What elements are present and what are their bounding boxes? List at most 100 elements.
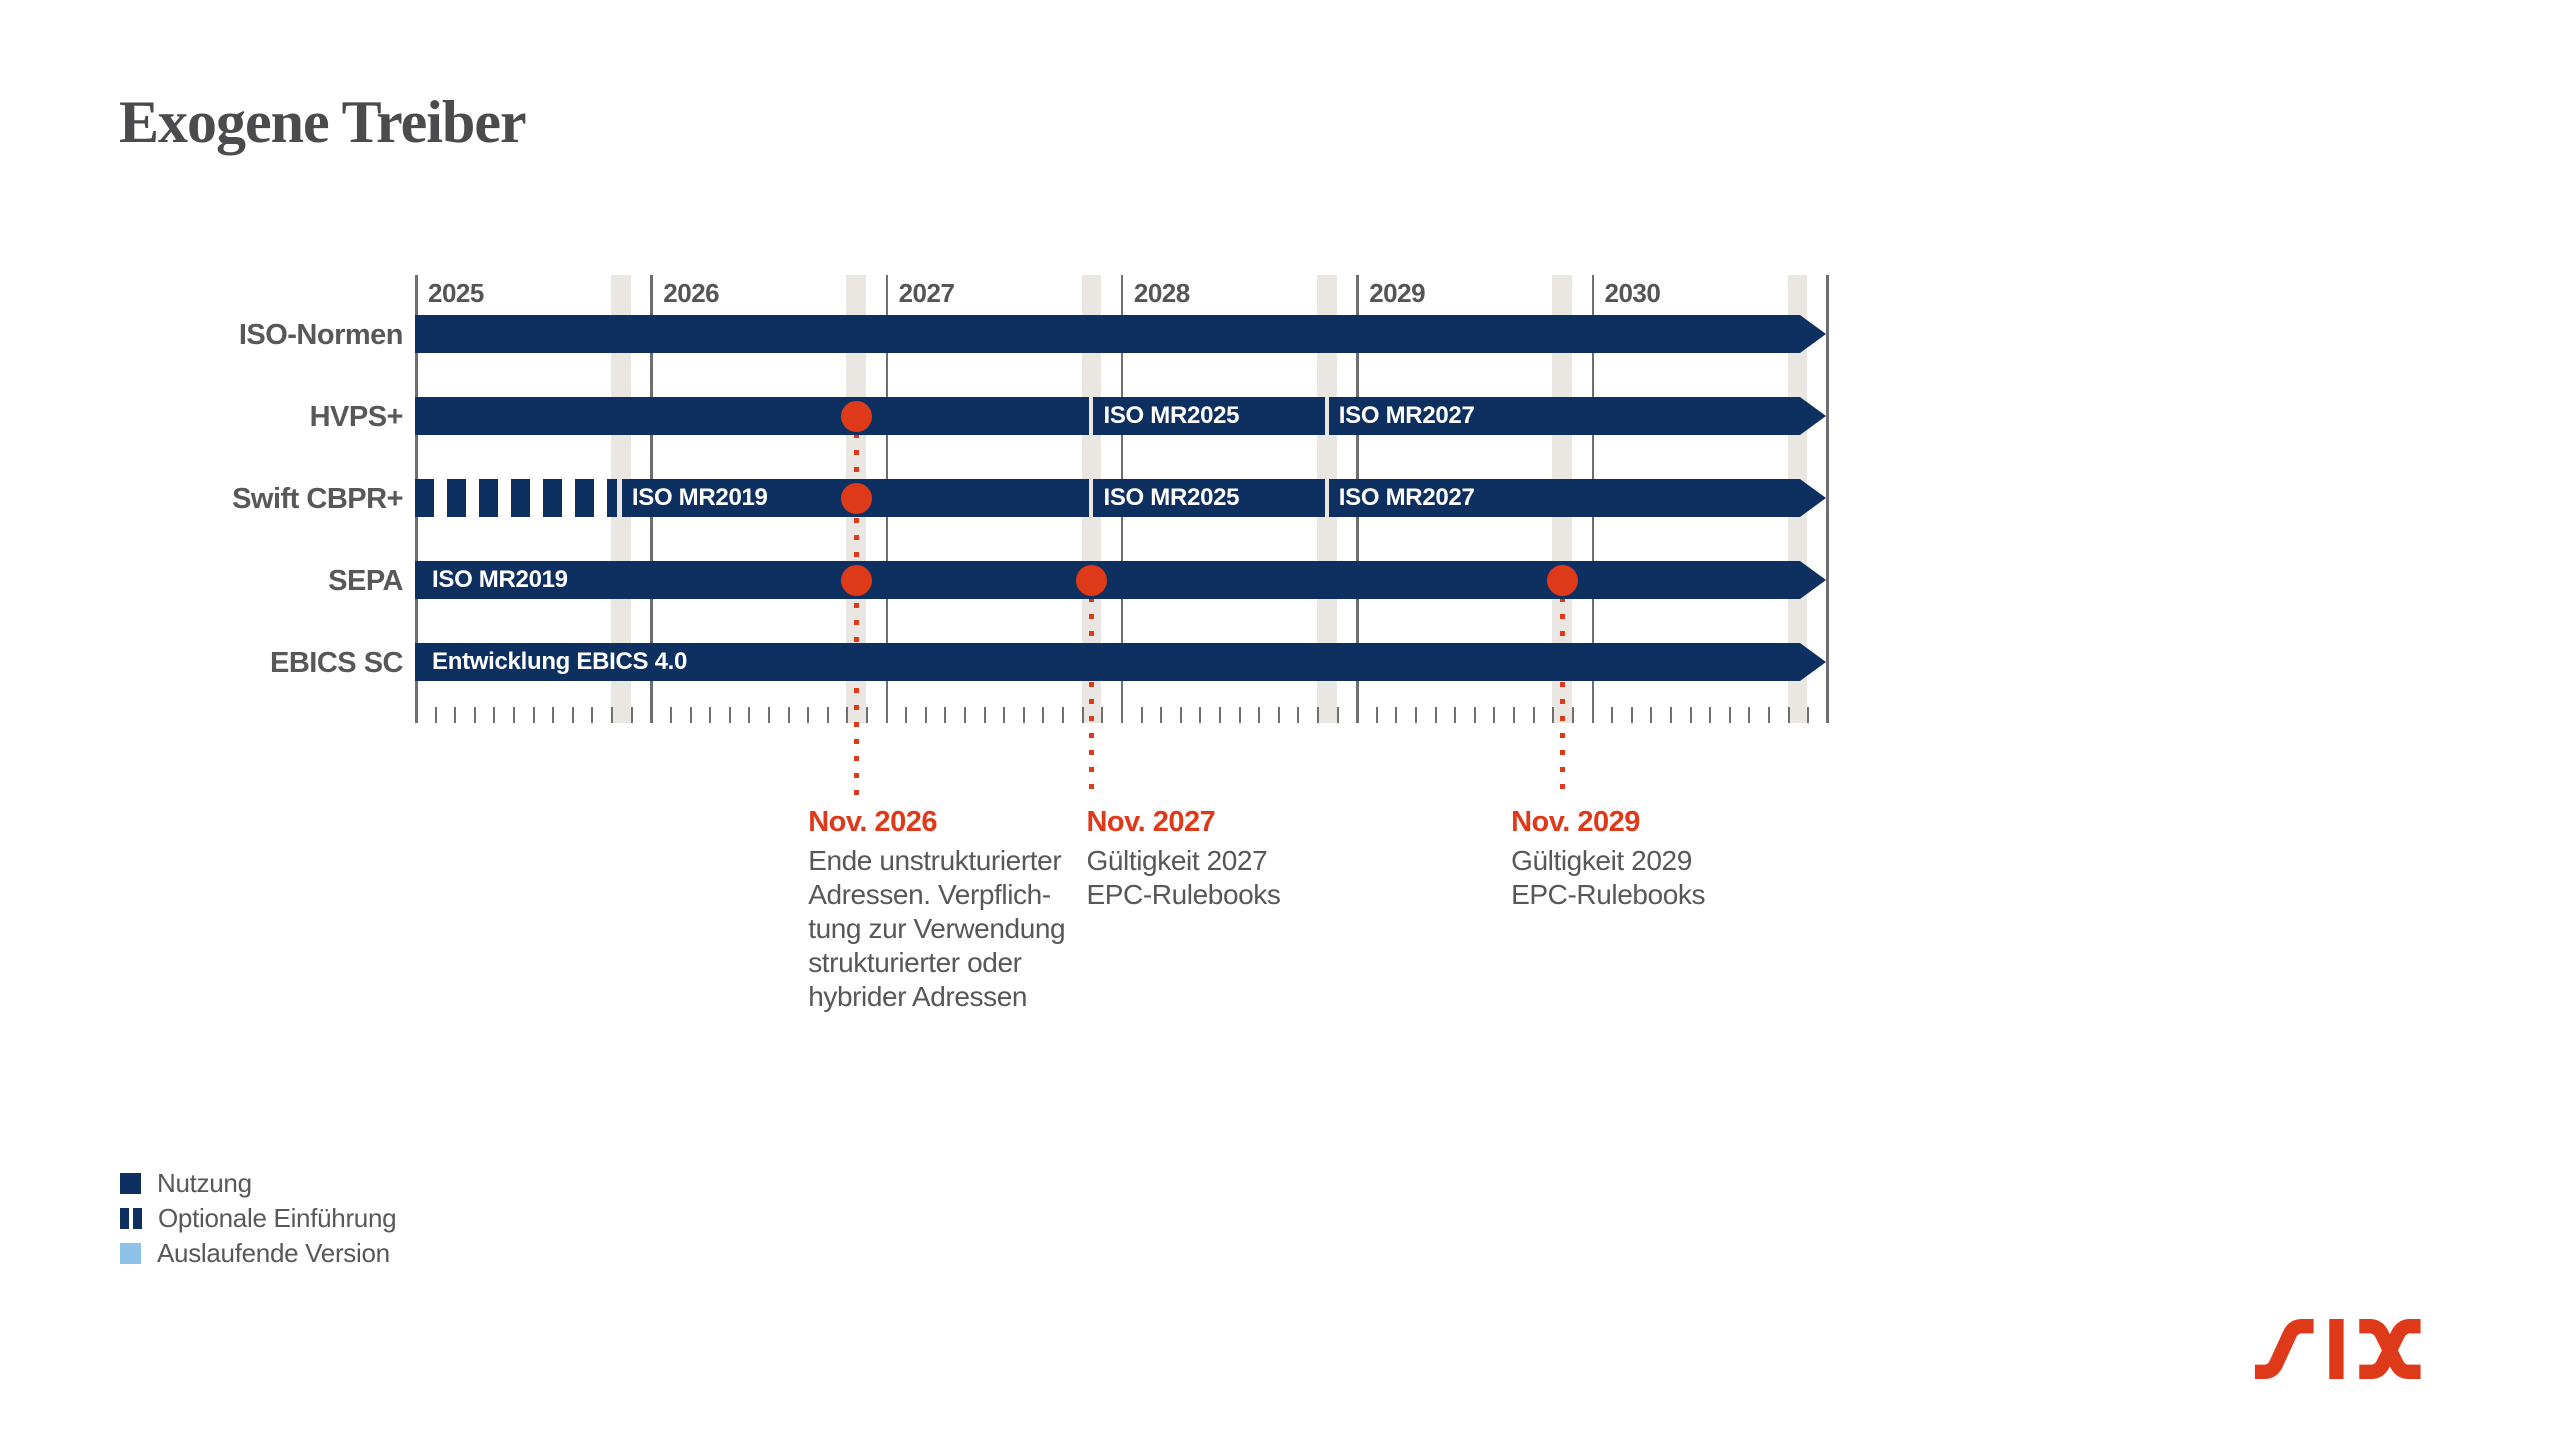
month-tick xyxy=(1767,707,1770,723)
month-tick xyxy=(1140,707,1143,723)
year-label: 2027 xyxy=(898,278,955,308)
month-tick xyxy=(513,707,516,723)
november-band xyxy=(1316,275,1337,723)
legend-item: Optionale Einführung xyxy=(120,1203,397,1233)
year-label: 2025 xyxy=(428,278,484,308)
milestone-description: Gültigkeit 2027 EPC-Rulebooks xyxy=(1086,845,1281,910)
month-tick xyxy=(709,707,712,723)
legend-swatch-split xyxy=(120,1207,142,1229)
milestone-dot xyxy=(840,400,872,432)
month-tick xyxy=(1395,707,1398,723)
legend-label: Auslaufende Version xyxy=(157,1237,390,1268)
month-tick xyxy=(493,707,496,723)
month-tick xyxy=(669,707,672,723)
month-tick xyxy=(944,707,947,723)
timeline-end-line xyxy=(1826,275,1829,723)
month-tick xyxy=(630,707,633,723)
month-tick xyxy=(689,707,692,723)
timeline-bar-segment: ISO MR2019 xyxy=(415,561,1826,599)
month-tick xyxy=(1042,707,1045,723)
row-label: Swift CBPR+ xyxy=(232,483,403,515)
month-tick xyxy=(1571,707,1574,723)
month-tick xyxy=(434,707,437,723)
month-tick xyxy=(1199,707,1202,723)
month-tick xyxy=(964,707,967,723)
month-tick xyxy=(1630,707,1633,723)
month-tick xyxy=(924,707,927,723)
milestone-dot xyxy=(840,564,872,596)
bar-segment-label: ISO MR2025 xyxy=(1103,402,1240,429)
month-tick xyxy=(1375,707,1378,723)
month-tick xyxy=(454,707,457,723)
month-tick xyxy=(1611,707,1614,723)
milestone-dotted-line xyxy=(1559,580,1565,798)
legend-swatch-solid xyxy=(120,1172,141,1194)
month-tick xyxy=(1101,707,1104,723)
year-label: 2029 xyxy=(1369,278,1426,308)
bar-segment-label: ISO MR2019 xyxy=(631,484,768,511)
month-tick xyxy=(1434,707,1437,723)
month-tick xyxy=(1473,707,1476,723)
six-logo-x-stroke2 xyxy=(2359,1319,2421,1379)
month-tick xyxy=(1669,707,1672,723)
bar-segment-label: ISO MR2027 xyxy=(1338,484,1475,511)
six-logo-slash xyxy=(2254,1319,2314,1379)
month-tick xyxy=(532,707,535,723)
legend-swatch-outgoing xyxy=(120,1242,141,1264)
year-label: 2030 xyxy=(1604,278,1661,308)
milestone-date: Nov. 2029 xyxy=(1511,806,1640,838)
month-tick xyxy=(1728,707,1731,723)
november-band xyxy=(1081,275,1102,723)
timeline-bar-segment xyxy=(415,397,1090,435)
month-tick xyxy=(1218,707,1221,723)
milestone-dotted-line xyxy=(853,416,859,798)
month-tick xyxy=(787,707,790,723)
milestone-annotation: Nov. 2029 Gültigkeit 2029 EPC-Rulebooks xyxy=(1511,806,1705,912)
month-tick xyxy=(905,707,908,723)
month-tick xyxy=(1689,707,1692,723)
month-tick xyxy=(611,707,614,723)
month-tick xyxy=(1003,707,1006,723)
bar-segment-label: Entwicklung EBICS 4.0 xyxy=(432,648,688,675)
timeline-bar-segment: ISO MR2027 xyxy=(1329,479,1826,517)
month-tick xyxy=(1062,707,1065,723)
month-tick xyxy=(1160,707,1163,723)
month-tick xyxy=(1513,707,1516,723)
month-tick xyxy=(865,707,868,723)
month-tick xyxy=(1258,707,1261,723)
year-label: 2028 xyxy=(1133,278,1190,308)
milestone-dot xyxy=(1075,564,1107,596)
month-tick xyxy=(1454,707,1457,723)
milestone-dot xyxy=(840,482,872,514)
month-tick xyxy=(1238,707,1241,723)
row-label: ISO-Normen xyxy=(238,319,404,351)
timeline-bar-segment: ISO MR2027 xyxy=(1329,397,1826,435)
row-label: HVPS+ xyxy=(309,401,404,433)
timeline-bar-segment xyxy=(415,479,618,517)
milestone-dot xyxy=(1546,564,1578,596)
milestone-dotted-line xyxy=(1088,580,1094,798)
row-label: SEPA xyxy=(328,565,403,597)
month-tick xyxy=(1297,707,1300,723)
page-title: Exogene Treiber xyxy=(119,89,527,155)
month-tick xyxy=(983,707,986,723)
milestone-annotation: Nov. 2026 Ende unstrukturierter Adressen.… xyxy=(808,806,1065,1014)
timeline-bar-segment: Entwicklung EBICS 4.0 xyxy=(415,643,1826,681)
milestone-description: Ende unstrukturierter Adressen. Verpflic… xyxy=(808,845,1066,1012)
month-tick xyxy=(728,707,731,723)
month-tick xyxy=(1532,707,1535,723)
month-tick xyxy=(1179,707,1182,723)
milestone-date: Nov. 2027 xyxy=(1086,806,1216,838)
bar-segment-label: ISO MR2027 xyxy=(1338,402,1475,429)
november-band xyxy=(611,275,631,723)
six-logo xyxy=(2254,1319,2421,1379)
bar-segment-label: ISO MR2025 xyxy=(1103,484,1240,511)
month-tick xyxy=(1552,707,1555,723)
timeline-bar-segment: ISO MR2025 xyxy=(1093,479,1325,517)
month-tick xyxy=(1650,707,1653,723)
milestone-date: Nov. 2026 xyxy=(808,806,937,838)
month-tick xyxy=(1748,707,1751,723)
year-label: 2026 xyxy=(663,278,720,308)
